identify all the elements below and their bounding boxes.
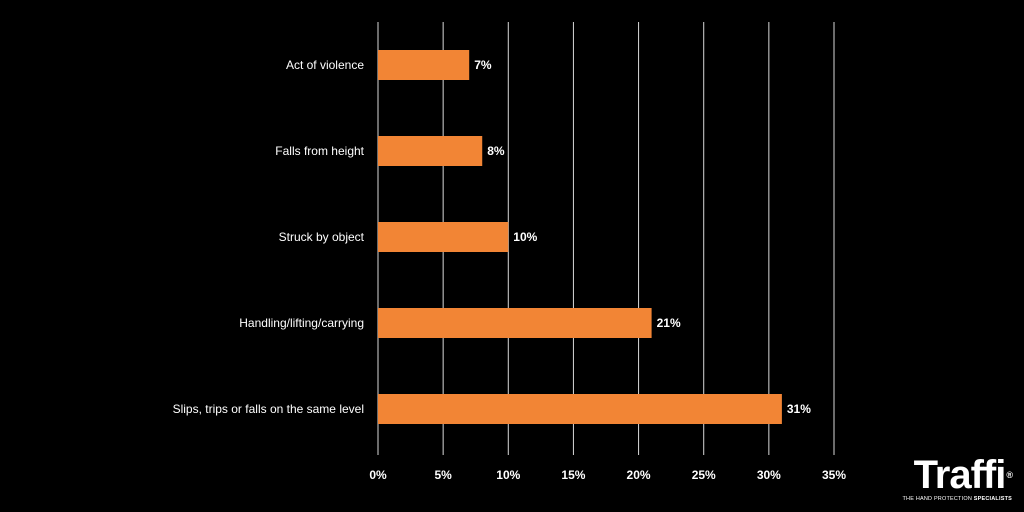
x-tick-label: 30% [757,468,781,482]
logo-word: Traffi [913,453,1007,497]
x-tick-label: 25% [692,468,716,482]
value-label: 21% [657,316,681,330]
value-label: 31% [787,402,811,416]
x-tick-label: 0% [369,468,387,482]
traffi-logo: Traffi® THE HAND PROTECTION SPECIALISTS [880,453,1013,502]
bar-3 [378,222,509,252]
category-label: Handling/lifting/carrying [239,316,364,330]
value-label: 8% [487,144,505,158]
logo-tagline: THE HAND PROTECTION [902,496,972,502]
x-tick-label: 10% [496,468,520,482]
x-tick-label: 35% [822,468,846,482]
x-tick-label: 5% [434,468,452,482]
bar-2 [378,136,483,166]
bar-4 [378,308,652,338]
category-label: Slips, trips or falls on the same level [173,402,364,416]
category-label: Falls from height [275,144,364,158]
logo-tagline-bold: SPECIALISTS [973,496,1012,502]
bar-1 [378,50,470,80]
category-label: Struck by object [279,230,365,244]
value-label: 10% [513,230,537,244]
x-tick-label: 20% [627,468,651,482]
x-tick-label: 15% [561,468,585,482]
category-label: Act of violence [286,58,364,72]
logo-registered-mark: ® [1006,470,1013,480]
value-label: 7% [474,58,492,72]
bar-5 [378,394,782,424]
